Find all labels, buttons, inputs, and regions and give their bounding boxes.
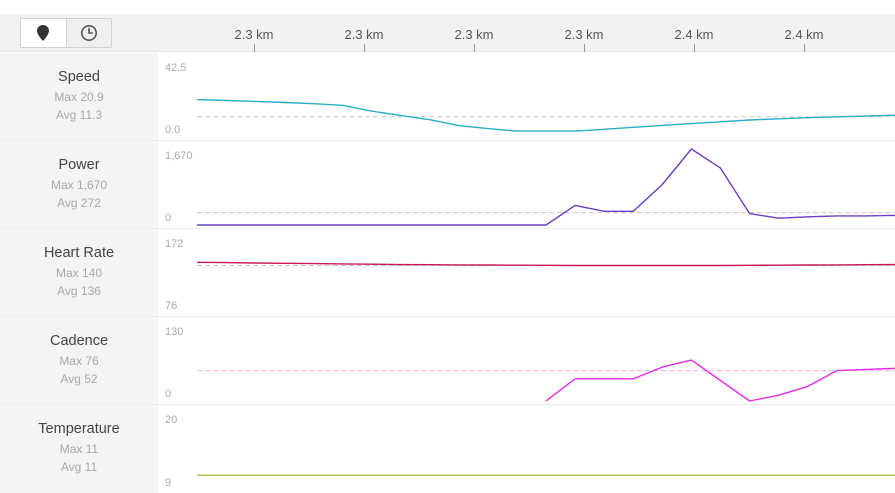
series-line — [196, 98, 895, 132]
heart-rate-chart[interactable] — [0, 229, 895, 317]
metric-row-speed: Speed Max 20.9 Avg 11.3 42.5 0.0 — [0, 53, 895, 141]
metric-row-temperature: Temperature Max 11 Avg 11 20 9 — [0, 405, 895, 493]
metric-max: Max 1,670 — [50, 178, 108, 192]
top-strip — [0, 0, 895, 14]
metric-label-panel: Temperature Max 11 Avg 11 — [0, 405, 158, 493]
metric-rows: Speed Max 20.9 Avg 11.3 42.5 0.0 Power M… — [0, 53, 895, 493]
metric-label-panel: Heart Rate Max 140 Avg 136 — [0, 229, 158, 316]
series-line — [197, 148, 895, 226]
distance-tick-label: 2.4 km — [674, 27, 714, 42]
metric-avg: Avg 136 — [57, 284, 101, 298]
scale-max: 20 — [165, 414, 178, 426]
distance-tick — [694, 44, 695, 52]
distance-tick — [474, 44, 475, 52]
metric-avg: Avg 11 — [60, 460, 98, 474]
metric-row-heart-rate: Heart Rate Max 140 Avg 136 172 76 — [0, 229, 895, 317]
metric-row-power: Power Max 1,670 Avg 272 1,670 0 — [0, 141, 895, 229]
metric-label-panel: Power Max 1,670 Avg 272 — [0, 141, 158, 228]
temperature-chart[interactable] — [0, 405, 895, 493]
series-line — [196, 261, 895, 267]
distance-tick — [254, 44, 255, 52]
map-pin-icon — [37, 25, 50, 41]
metric-avg: Avg 11.3 — [55, 108, 103, 122]
metric-max: Max 11 — [59, 442, 99, 456]
x-axis-mode-toggle — [20, 18, 112, 48]
metric-avg: Avg 272 — [57, 196, 101, 210]
scale-max: 42.5 — [165, 62, 187, 74]
distance-tick — [364, 44, 365, 52]
time-mode-button[interactable] — [65, 19, 111, 47]
metric-avg: Avg 52 — [60, 372, 98, 386]
scale-min: 0 — [165, 388, 172, 400]
metric-max: Max 140 — [55, 266, 103, 280]
metric-name: Speed — [58, 69, 100, 85]
distance-tick — [804, 44, 805, 52]
distance-tick-label: 2.3 km — [344, 27, 384, 42]
metric-name: Cadence — [49, 333, 109, 349]
metric-name: Temperature — [38, 421, 120, 437]
metric-max: Max 76 — [59, 354, 99, 368]
metric-row-cadence: Cadence Max 76 Avg 52 130 0 — [0, 317, 895, 405]
metric-max: Max 20.9 — [54, 90, 104, 104]
scale-min: 0.0 — [165, 124, 181, 136]
cadence-chart[interactable] — [0, 317, 895, 405]
scale-max: 130 — [165, 326, 184, 338]
scale-min: 0 — [165, 212, 172, 224]
metric-label-panel: Speed Max 20.9 Avg 11.3 — [0, 53, 158, 140]
scale-min: 9 — [165, 477, 172, 489]
clock-icon — [80, 25, 97, 41]
distance-tick-label: 2.3 km — [564, 27, 604, 42]
distance-mode-button[interactable] — [21, 19, 66, 47]
series-line — [545, 359, 895, 402]
distance-tick-label: 2.3 km — [454, 27, 494, 42]
metric-name: Heart Rate — [43, 245, 115, 261]
power-chart[interactable] — [0, 141, 895, 229]
distance-axis-bar: 2.3 km 2.3 km 2.3 km 2.3 km 2.4 km 2.4 km — [0, 14, 895, 52]
distance-tick — [584, 44, 585, 52]
speed-chart[interactable] — [0, 53, 895, 141]
distance-tick-label: 2.3 km — [234, 27, 274, 42]
metric-name: Power — [58, 157, 100, 173]
scale-max: 1,670 — [165, 150, 193, 162]
scale-max: 172 — [165, 238, 184, 250]
metric-label-panel: Cadence Max 76 Avg 52 — [0, 317, 158, 404]
scale-min: 76 — [165, 300, 178, 312]
distance-tick-label: 2.4 km — [784, 27, 824, 42]
